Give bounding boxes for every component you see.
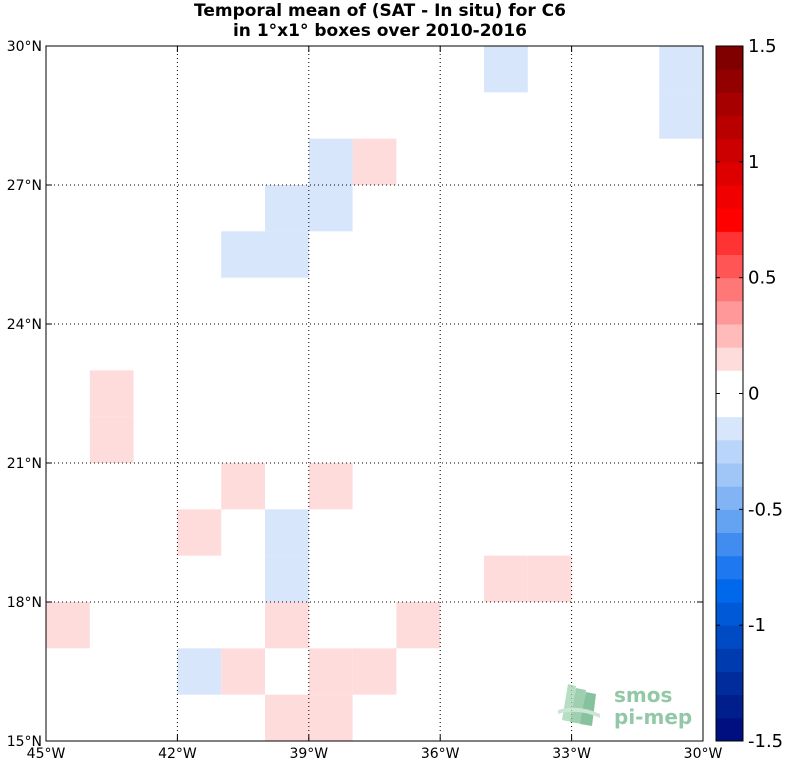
logo-text-line-1: smos [614, 683, 672, 707]
heatmap-cell [265, 694, 309, 741]
colorbar-step [716, 509, 743, 533]
colorbar-tick-label: -1.5 [748, 731, 783, 752]
colorbar-step [716, 138, 743, 163]
heatmap-cell [89, 370, 134, 417]
plot-frame [45, 45, 704, 742]
heatmap-cell [265, 602, 309, 649]
heatmap-cell [308, 648, 353, 695]
x-tick-label: 36°W [421, 746, 460, 761]
heatmap-cell [221, 231, 265, 278]
heatmap-cell [221, 648, 265, 695]
heatmap-cell [308, 694, 353, 741]
heatmap-cell [265, 185, 309, 232]
y-tick-label: 15°N [7, 734, 42, 750]
colorbar-step [716, 532, 743, 557]
colorbar-tick-label: 1.5 [748, 36, 777, 57]
colorbar-step [716, 463, 743, 487]
colorbar-step [716, 69, 743, 93]
heatmap-cell [352, 648, 397, 695]
x-tick-label: 39°W [289, 746, 328, 761]
colorbar-step [716, 115, 743, 140]
x-tick-label: 30°W [684, 746, 723, 761]
colorbar-step [716, 185, 743, 209]
colorbar-step [716, 277, 743, 302]
y-tick-label: 30°N [7, 39, 42, 55]
colorbar-step [716, 370, 743, 394]
colorbar-tick-label: 0 [748, 384, 759, 405]
heatmap-cell [308, 463, 353, 510]
colorbar-tick-label: -1 [748, 615, 766, 636]
colorbar-step [716, 324, 743, 348]
heatmap-cell [265, 509, 309, 556]
colorbar-step [716, 555, 743, 580]
heatmap-cell [221, 463, 265, 510]
colorbar-step [716, 393, 743, 418]
heatmap-cell [659, 46, 703, 93]
colorbar-step [716, 717, 743, 742]
colorbar-step [716, 439, 743, 464]
grid-lines [46, 46, 703, 741]
colorbar-step [716, 208, 743, 232]
heatmap-cell [352, 138, 397, 185]
colorbar-step [716, 347, 743, 371]
colorbar-step [716, 254, 743, 279]
colorbar-step [716, 46, 743, 70]
heatmap-cell [396, 602, 441, 649]
heatmap-cells [46, 46, 703, 741]
heatmap-cell [265, 555, 309, 602]
colorbar-step [716, 300, 743, 325]
colorbar-step [716, 578, 743, 603]
heatmap-cell [527, 555, 572, 602]
x-tick-label: 33°W [552, 746, 591, 761]
heatmap-cell [659, 92, 703, 139]
colorbar-step [716, 92, 743, 116]
heatmap-cell [177, 648, 222, 695]
heatmap-cell [484, 555, 528, 602]
colorbar-step [716, 602, 743, 626]
heatmap-cell [46, 602, 90, 649]
colorbar-step [716, 625, 743, 649]
heatmap-cell [265, 231, 309, 278]
colorbar-step [716, 231, 743, 255]
x-tick-label: 42°W [158, 746, 197, 761]
y-tick-label: 21°N [7, 456, 42, 472]
y-tick-label: 24°N [7, 317, 42, 333]
colorbar-tick-label: 1 [748, 152, 759, 173]
colorbar-step [716, 648, 743, 672]
logo-emblem: smos pi-mep [558, 683, 692, 729]
logo-text-line-2: pi-mep [614, 705, 692, 729]
colorbar-step [716, 416, 743, 441]
colorbar-step [716, 671, 743, 696]
axes-ticks: 45°W 42°W 39°W 36°W 33°W 30°W 15°N 18°N 21°N 24°N… [7, 39, 723, 761]
smos-pi-mep-logo: smos pi-mep [556, 680, 706, 730]
colorbar-tick-label: -0.5 [748, 499, 783, 520]
heatmap-cell [308, 185, 353, 232]
colorbar-step [716, 161, 743, 186]
colorbar-tick-label: 0.5 [748, 268, 777, 289]
heatmap-cell [308, 138, 353, 185]
heatmap-cell [89, 416, 134, 463]
heatmap-cell [484, 46, 528, 93]
heatmap-cell [177, 509, 222, 556]
y-tick-label: 27°N [7, 178, 42, 194]
chart-title-line-1: Temporal mean of (SAT - In situ) for C6 [194, 1, 566, 21]
colorbar-step [716, 486, 743, 510]
chart-title-line-2: in 1°x1° boxes over 2010-2016 [232, 21, 528, 41]
colorbar-step [716, 694, 743, 719]
colorbar: 1.5 1 0.5 0 -0.5 -1 -1.5 [715, 36, 783, 752]
x-tick-label: 45°W [27, 746, 66, 761]
y-tick-label: 18°N [7, 595, 42, 611]
